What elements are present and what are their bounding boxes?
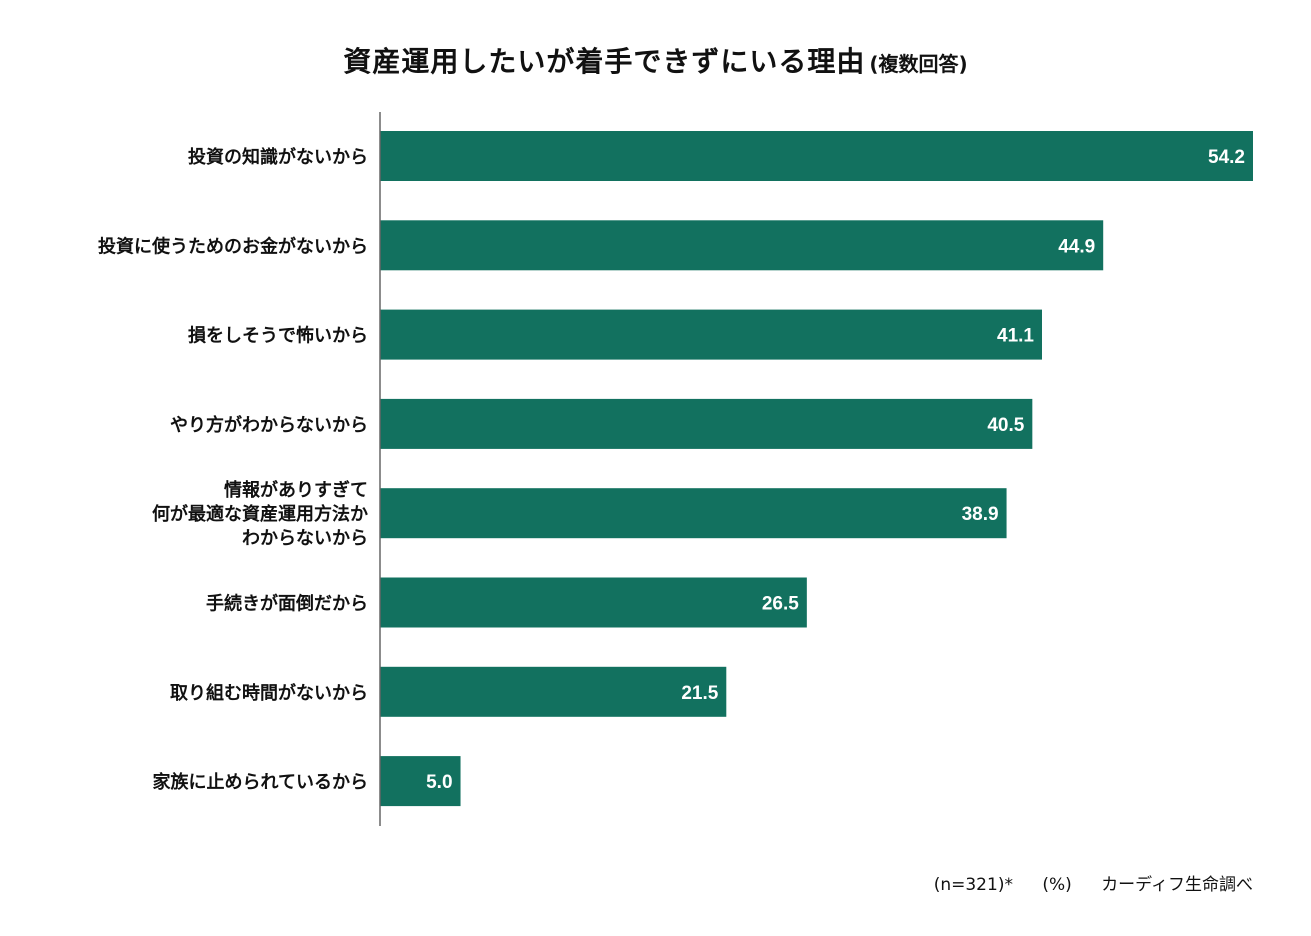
sample-size-note: (n=321)* (933, 875, 1013, 895)
chart-title: 資産運用したいが着手できずにいる理由 (343, 45, 866, 78)
category-label-3-0: やり方がわからないから (170, 414, 368, 436)
bar-7 (380, 756, 461, 807)
bar-value-label-0: 54.2 (1208, 147, 1245, 168)
category-label-4-0: 情報がありすぎて (224, 479, 368, 501)
bar-value-label-7: 5.0 (426, 772, 452, 793)
category-label-5-0: 手続きが面倒だから (206, 593, 368, 615)
chart-subtitle: (複数回答) (869, 52, 968, 76)
source-note: カーディフ生命調べ (1101, 875, 1253, 895)
bar-value-label-6: 21.5 (681, 683, 718, 704)
category-label-4-2: わからないから (242, 528, 368, 549)
category-label-7-0: 家族に止められているから (153, 771, 368, 793)
category-label-6-0: 取り組む時間がないから (170, 682, 368, 704)
bar-6 (380, 666, 727, 717)
bar-1 (380, 220, 1104, 271)
category-label-0-0: 投資の知識がないから (188, 146, 368, 168)
unit-note: (%) (1042, 875, 1072, 895)
bar-value-label-5: 26.5 (762, 594, 799, 615)
bar-3 (380, 398, 1033, 449)
bar-value-label-1: 44.9 (1058, 236, 1095, 257)
chart-footer: (n=321)* (%) カーディフ生命調べ (934, 870, 1253, 895)
category-label-1-0: 投資に使うためのお金がないから (98, 235, 368, 257)
bar-value-label-4: 38.9 (962, 504, 999, 525)
bar-0 (380, 131, 1253, 181)
bar-4 (380, 488, 1007, 539)
bar-5 (380, 577, 807, 628)
chart-title-block: 資産運用したいが着手できずにいる理由 (複数回答) (0, 40, 1311, 80)
category-label-2-0: 損をしそうで怖いから (188, 325, 368, 347)
bar-value-label-3: 40.5 (987, 415, 1024, 436)
bar-2 (380, 309, 1042, 360)
bar-value-label-2: 41.1 (997, 326, 1034, 347)
category-label-4-1: 何が最適な資産運用方法か (152, 503, 368, 525)
